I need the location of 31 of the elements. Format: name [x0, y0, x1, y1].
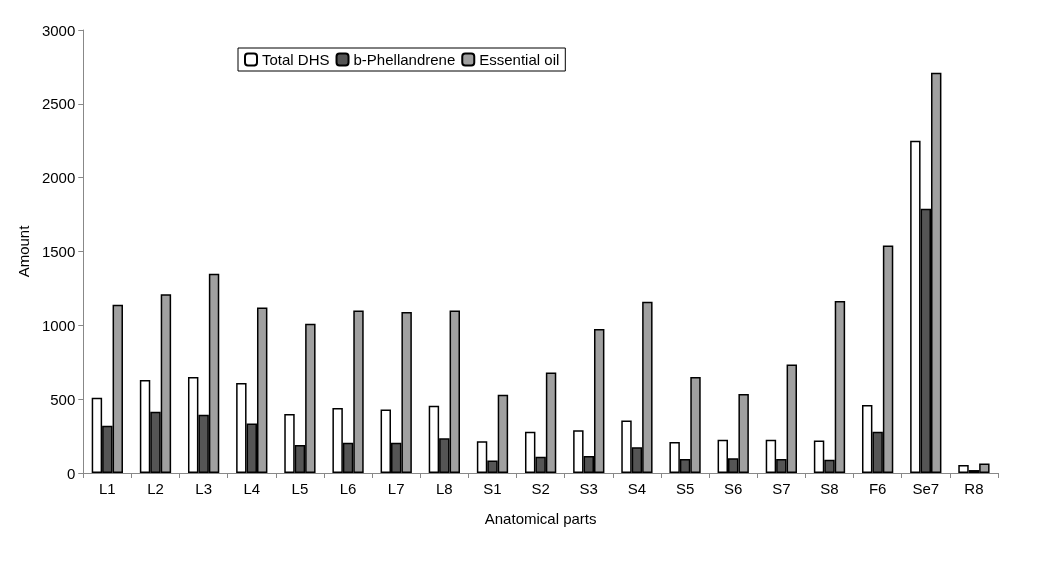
x-tick-label: L6 [339, 480, 357, 497]
x-tick-label: L4 [243, 480, 261, 497]
legend-label: b-Phellandrene [353, 51, 456, 68]
y-tick-label: 1000 [41, 316, 76, 334]
x-tick-label: L7 [387, 480, 405, 497]
x-tick-label: S2 [531, 480, 550, 497]
x-tick-label: S4 [627, 480, 647, 497]
y-tick-label: 2000 [41, 169, 76, 187]
legend-label: Total DHS [262, 51, 330, 68]
x-tick-label: S7 [772, 480, 791, 497]
x-axis-title: Anatomical parts [484, 510, 597, 527]
x-tick-label: S1 [483, 480, 502, 497]
y-tick-label: 1500 [41, 243, 76, 260]
x-tick-label: L2 [147, 480, 164, 497]
y-tick-label: 3000 [41, 21, 76, 39]
legend-label: Essential oil [479, 51, 560, 68]
x-tick-label: L1 [99, 480, 116, 497]
x-tick-label: S5 [675, 480, 695, 497]
x-tick-label: L8 [436, 480, 453, 497]
x-tick-label: S3 [579, 480, 598, 497]
y-axis-title: Amount [15, 224, 32, 278]
y-tick-label: 0 [66, 464, 76, 482]
y-tick-label: 2500 [41, 95, 76, 113]
x-tick-label: L5 [291, 480, 309, 497]
x-tick-label: R8 [964, 480, 984, 497]
y-tick-label: 500 [50, 390, 76, 408]
x-tick-label: S6 [724, 480, 743, 497]
x-tick-label: F6 [868, 480, 887, 497]
x-tick-label: S8 [820, 480, 839, 497]
x-tick-label: L3 [195, 480, 212, 497]
x-tick-label: Se7 [912, 480, 940, 497]
